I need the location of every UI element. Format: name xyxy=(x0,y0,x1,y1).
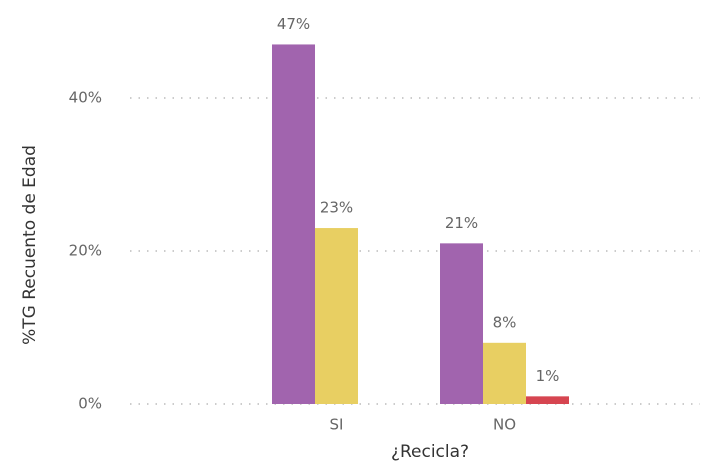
x-tick-label: SI xyxy=(330,416,344,434)
data-label: 8% xyxy=(493,313,517,331)
data-label: 23% xyxy=(320,199,353,217)
y-tick-label: 40% xyxy=(69,89,102,107)
x-axis-title: ¿Recicla? xyxy=(391,442,469,462)
y-tick-label: 0% xyxy=(78,395,102,413)
bar xyxy=(272,44,315,404)
data-label: 47% xyxy=(277,15,310,33)
data-label: 21% xyxy=(445,214,478,232)
bar xyxy=(526,396,569,404)
data-label: 1% xyxy=(536,367,560,385)
y-tick-label: 20% xyxy=(69,242,102,260)
bar xyxy=(483,342,526,404)
y-axis-title: %TG Recuento de Edad xyxy=(20,145,40,345)
x-tick-label: NO xyxy=(493,416,516,434)
bar xyxy=(315,228,358,404)
bar xyxy=(440,243,483,404)
